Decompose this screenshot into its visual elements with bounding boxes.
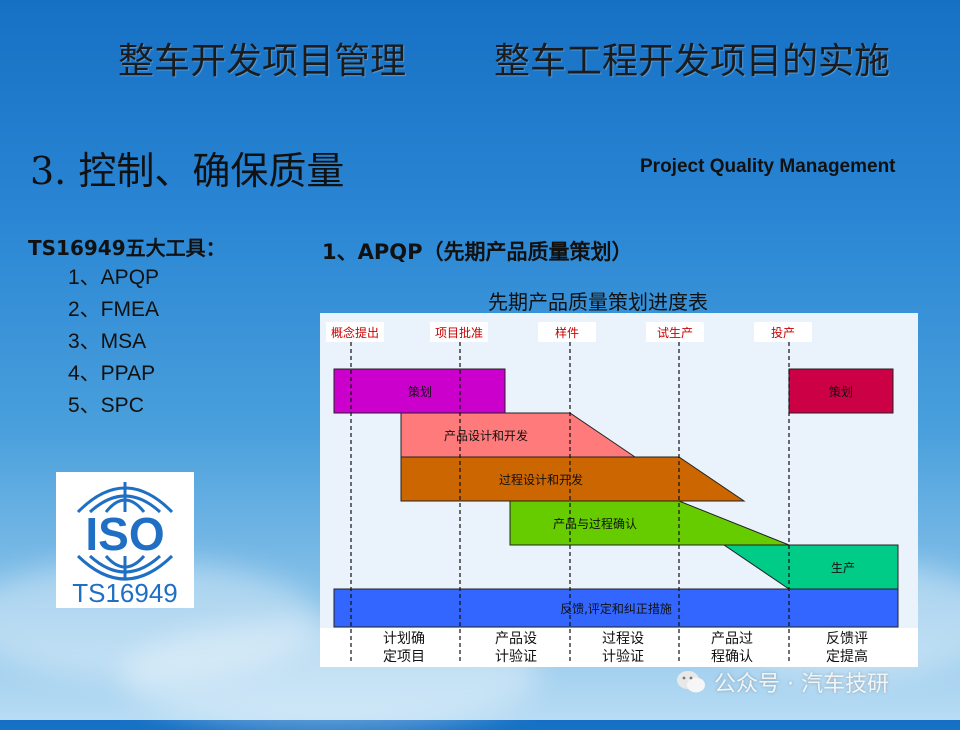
phase-label-bg: [703, 628, 761, 666]
milestone-label: 项目批准: [435, 325, 483, 340]
phase-label: 反馈评: [826, 631, 868, 647]
apqp-progress-diagram: 概念提出 项目批准 样件 试生产 投产 策划 策划 产品设计和开发 过程设计和开…: [320, 313, 918, 671]
phase-label: 计验证: [495, 649, 537, 665]
bar-label: 策划: [829, 385, 853, 399]
milestone-label-bg: [646, 322, 704, 342]
milestone-label: 试生产: [657, 325, 693, 340]
phase-label-bg: [487, 628, 545, 666]
bar-label: 产品设计和开发: [444, 428, 528, 443]
phase-label: 程确认: [711, 649, 753, 665]
milestone-label-bg: [538, 322, 596, 342]
phase-bar-process-design: [400, 456, 746, 502]
milestone-label-bg: [430, 322, 488, 342]
slide-header-left: 整车开发项目管理: [118, 41, 407, 82]
milestone-label-bg: [754, 322, 812, 342]
diagram-title: 先期产品质量策划进度表: [488, 290, 708, 314]
section-subtitle-en: Project Quality Management: [640, 156, 896, 177]
watermark: 公众号 · 汽车技研: [676, 666, 889, 698]
phase-bar-feedback: [333, 588, 899, 628]
phase-label-row: 计划确 定项目 产品设 计验证 过程设 计验证 产品过 程确认 反馈评 定提高: [375, 628, 876, 666]
tool-item: 4、PPAP: [68, 362, 156, 385]
iso-text: ISO: [85, 508, 164, 560]
phase-label: 产品过: [711, 631, 753, 647]
milestone-label: 投产: [771, 325, 795, 340]
phase-label: 过程设: [602, 631, 644, 647]
bar-label: 策划: [408, 385, 432, 399]
tool-item: 1、APQP: [68, 266, 160, 289]
phase-label-bg: [594, 628, 652, 666]
tool-item: 3、MSA: [68, 330, 147, 353]
milestone-label: 样件: [555, 325, 579, 340]
phase-bar-planning-return: [788, 368, 894, 414]
section-title: 3. 控制、确保质量: [30, 149, 345, 193]
phase-label: 计验证: [602, 649, 644, 665]
milestone-label: 概念提出: [331, 325, 379, 340]
tool-item: 2、FMEA: [68, 298, 160, 321]
bar-label: 过程设计和开发: [499, 472, 583, 487]
phase-label: 定提高: [826, 648, 868, 665]
tool-item: 5、SPC: [68, 394, 144, 417]
ts16949-text: TS16949: [72, 578, 178, 608]
wechat-icon: [677, 671, 705, 693]
phase-label-bg: [818, 628, 876, 666]
globe-icon: ISO TS16949: [72, 482, 178, 608]
watermark-text: 公众号 · 汽车技研: [714, 672, 889, 697]
milestone-lines: [350, 342, 790, 663]
milestone-row: 概念提出 项目批准 样件 试生产 投产: [326, 322, 812, 342]
iso-ts16949-logo: ISO TS16949: [56, 472, 194, 608]
phase-label-bg: [375, 628, 433, 666]
bar-label: 产品与过程确认: [553, 516, 637, 531]
phase-label: 产品设: [495, 631, 537, 647]
milestone-label-bg: [326, 322, 384, 342]
tools-list: 1、APQP 2、FMEA 3、MSA 4、PPAP 5、SPC: [68, 262, 159, 422]
slide-header-right: 整车工程开发项目的实施: [494, 41, 891, 82]
tools-heading: TS16949五大工具：: [28, 236, 226, 260]
bar-label: 生产: [831, 561, 855, 575]
apqp-heading: 1、APQP（先期产品质量策划）: [322, 240, 633, 264]
bar-label: 反馈,评定和纠正措施: [560, 601, 672, 616]
phase-label: 定项目: [383, 649, 425, 665]
phase-label: 计划确: [383, 631, 425, 647]
